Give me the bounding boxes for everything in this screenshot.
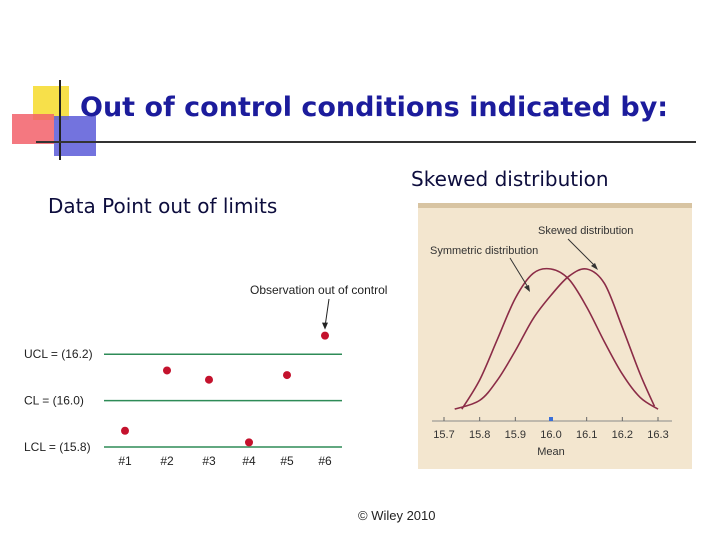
series-pointer-1 xyxy=(567,238,597,268)
distribution-chart: 15.7 15.8 15.9 16.0 16.1 16.2 16.3 Mean Symmetri… xyxy=(418,203,692,469)
category-label-3: #3 xyxy=(202,454,216,468)
annotation-arrow xyxy=(324,298,330,327)
category-label-2: #2 xyxy=(160,454,174,468)
data-point-4 xyxy=(245,438,253,447)
data-point-5 xyxy=(283,371,291,380)
logo-squares-icon xyxy=(12,80,110,160)
series-curve-1 xyxy=(454,267,656,410)
data-point-1 xyxy=(121,426,129,435)
series-arrowhead-1 xyxy=(591,263,598,270)
limit-label-2: LCL = (15.8) xyxy=(24,440,91,454)
x-tick-label-4: 16.1 xyxy=(576,429,597,441)
x-tick-label-5: 16.2 xyxy=(612,429,633,441)
limit-label-0: UCL = (16.2) xyxy=(24,347,93,361)
title-underline xyxy=(36,141,696,143)
x-tick-label-6: 16.3 xyxy=(647,429,668,441)
logo-red-square xyxy=(12,114,54,144)
chart-panel xyxy=(418,203,692,469)
limit-label-1: CL = (16.0) xyxy=(24,394,84,408)
x-tick-label-3: 16.0 xyxy=(540,429,561,441)
control-chart: UCL = (16.2) CL = (16.0) LCL = (15.8) #1 #2 #… xyxy=(24,283,387,468)
category-label-1: #1 xyxy=(118,454,132,468)
slide-title: Out of control conditions indicated by: xyxy=(80,92,669,123)
x-tick-label-1: 15.8 xyxy=(469,429,490,441)
series-curve-0 xyxy=(461,267,659,410)
data-point-2 xyxy=(163,366,171,375)
category-label-5: #5 xyxy=(280,454,294,468)
series-arrowhead-0 xyxy=(524,285,530,292)
mean-marker xyxy=(549,417,553,421)
series-label-0: Symmetric distribution xyxy=(430,245,538,257)
series-label-1: Skewed distribution xyxy=(538,225,633,237)
x-axis-label: Mean xyxy=(537,446,565,458)
left-heading: Data Point out of limits xyxy=(48,194,278,218)
copyright-text: © Wiley 2010 xyxy=(358,508,436,523)
right-heading: Skewed distribution xyxy=(411,167,609,191)
data-point-6 xyxy=(321,331,329,340)
chart-panel-border xyxy=(418,203,692,208)
category-label-6: #6 xyxy=(318,454,332,468)
category-label-4: #4 xyxy=(242,454,256,468)
annotation-arrowhead xyxy=(322,322,328,330)
x-tick-label-0: 15.7 xyxy=(433,429,454,441)
x-tick-label-2: 15.9 xyxy=(505,429,526,441)
annotation-label: Observation out of control xyxy=(250,283,387,297)
series-pointer-0 xyxy=(509,257,530,290)
data-point-3 xyxy=(205,375,213,384)
